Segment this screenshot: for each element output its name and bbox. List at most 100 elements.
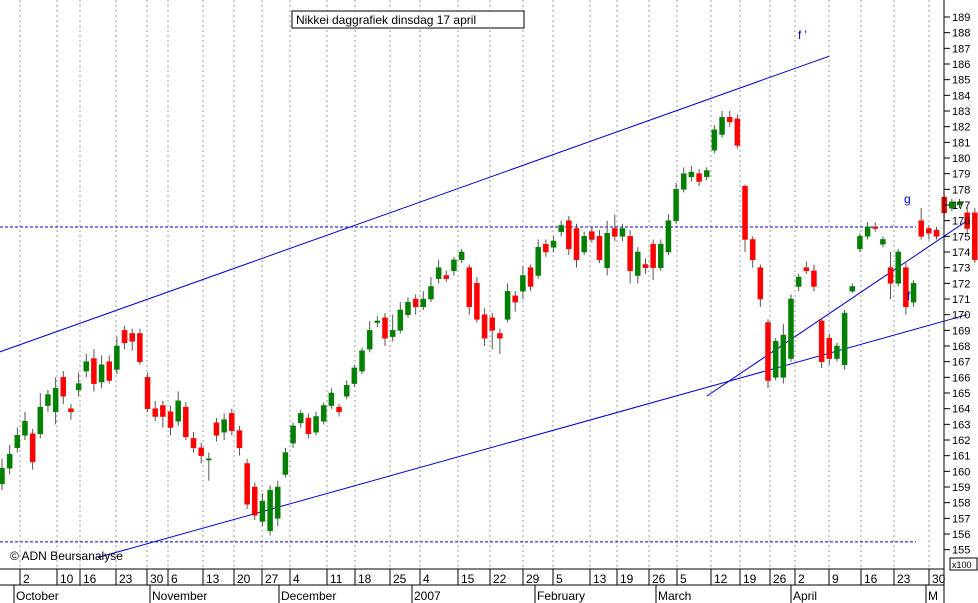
y-tick-label: 185 xyxy=(952,75,970,87)
candle-body xyxy=(926,228,932,234)
candle xyxy=(297,410,304,428)
candle-body xyxy=(650,243,656,268)
trendline xyxy=(706,220,968,397)
candle xyxy=(520,266,526,300)
month-label: March xyxy=(658,589,691,603)
y-tick-label: 179 xyxy=(952,169,970,181)
candle-body xyxy=(864,226,871,237)
candle xyxy=(841,309,848,370)
y-tick-label: 170 xyxy=(952,310,970,322)
candle-body xyxy=(818,320,825,362)
y-tick-label: 160 xyxy=(952,466,970,478)
candle-body xyxy=(458,251,465,261)
candle-body xyxy=(887,267,894,284)
trendlines xyxy=(0,55,968,558)
candle xyxy=(320,402,327,425)
candle xyxy=(137,328,143,365)
x-tick-label: 29 xyxy=(526,572,540,586)
candle xyxy=(596,230,603,263)
candle xyxy=(956,198,963,209)
y-tick-label: 163 xyxy=(952,419,970,431)
candle-body xyxy=(290,425,296,444)
candle xyxy=(458,248,465,263)
candle-body xyxy=(83,361,90,372)
candle-body xyxy=(137,333,143,362)
candle xyxy=(780,324,787,384)
candle xyxy=(849,283,856,293)
candle xyxy=(535,239,541,279)
y-tick-label: 177 xyxy=(952,200,970,212)
candle xyxy=(343,380,350,400)
candle-body xyxy=(190,438,197,449)
candle-body xyxy=(803,267,810,272)
candle-body xyxy=(420,298,427,308)
candle xyxy=(121,325,128,350)
candle xyxy=(481,308,488,347)
candle xyxy=(811,264,817,292)
candle xyxy=(290,422,296,448)
x-tick-label: 13 xyxy=(593,572,607,586)
candle xyxy=(91,349,97,392)
candle-body xyxy=(589,231,595,240)
candle xyxy=(98,355,105,389)
candle xyxy=(964,208,970,234)
x-tick-label: 10 xyxy=(60,572,74,586)
month-label: February xyxy=(537,589,585,603)
candle xyxy=(589,226,595,243)
x-tick-label: 5 xyxy=(556,572,563,586)
candle-body xyxy=(696,173,702,182)
candle xyxy=(52,377,59,425)
candle-body xyxy=(121,330,128,344)
candle-body xyxy=(680,173,687,190)
candle-body xyxy=(726,117,733,123)
candle xyxy=(68,403,74,420)
candle-body xyxy=(688,171,695,178)
candle xyxy=(926,225,932,240)
candle-body xyxy=(29,433,36,463)
y-tick-label: 161 xyxy=(952,451,970,463)
candle xyxy=(60,371,67,404)
candle xyxy=(550,236,557,253)
candle xyxy=(612,214,618,242)
candle-body xyxy=(259,500,266,522)
candle xyxy=(29,429,36,470)
y-tick-label: 174 xyxy=(952,247,970,259)
candle-body xyxy=(972,212,978,261)
candle-body xyxy=(106,361,112,381)
candle-body xyxy=(213,422,220,436)
x-tick-label: 30 xyxy=(150,572,164,586)
candle-body xyxy=(343,384,350,397)
chart-title-box xyxy=(291,10,525,29)
candle xyxy=(466,264,473,315)
candle-body xyxy=(635,251,641,276)
candle-body xyxy=(382,317,388,339)
candle xyxy=(627,230,633,284)
candle-body xyxy=(933,229,940,237)
candle xyxy=(83,353,90,378)
candle-body xyxy=(903,267,909,308)
candle-body xyxy=(673,189,679,221)
month-label: October xyxy=(16,589,59,603)
y-tick-label: 164 xyxy=(952,404,970,416)
y-tick-label: 175 xyxy=(952,231,970,243)
y-tick-label: 183 xyxy=(952,106,970,118)
x-tick-label: 16 xyxy=(83,572,97,586)
candle xyxy=(267,485,273,536)
x-tick-label: 22 xyxy=(493,572,507,586)
candle-body xyxy=(535,247,541,276)
candle xyxy=(918,208,924,240)
candle-body xyxy=(857,236,863,250)
candle-body xyxy=(872,226,878,229)
candle-body xyxy=(0,467,5,485)
candle-body xyxy=(596,236,603,261)
y-tick-label: 159 xyxy=(952,482,970,494)
candle-body xyxy=(428,286,434,300)
x-tick-label: 23 xyxy=(897,572,911,586)
candle-body xyxy=(267,489,273,532)
candle xyxy=(527,264,534,292)
candle xyxy=(765,319,771,389)
candle-body xyxy=(98,364,105,383)
candle-body xyxy=(711,129,718,151)
candle xyxy=(359,347,365,375)
